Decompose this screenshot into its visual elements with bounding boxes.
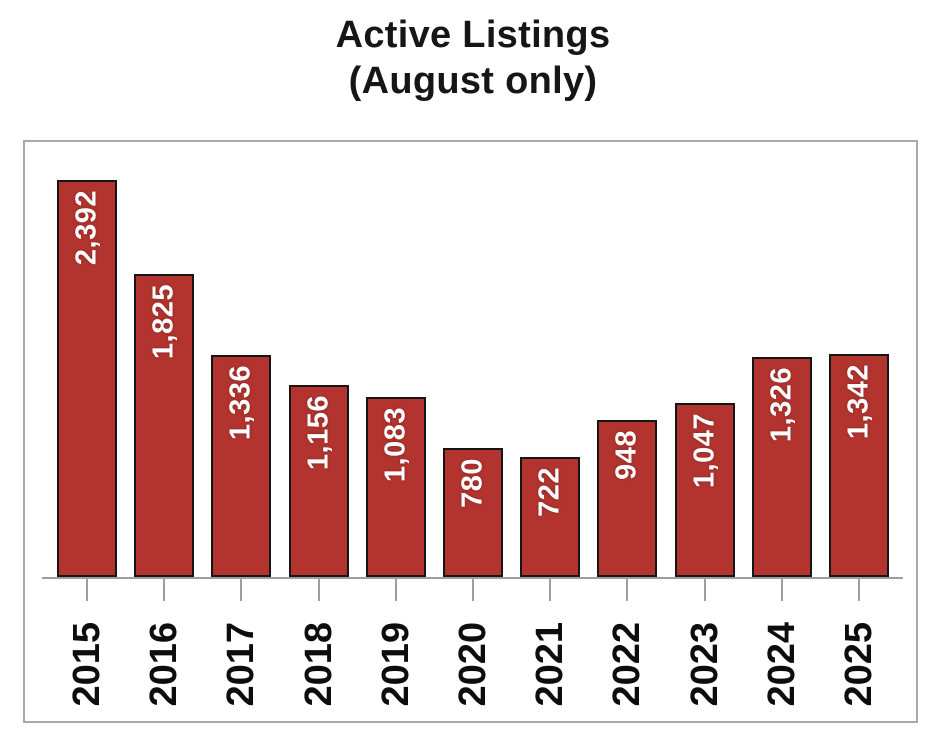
bar-value-label: 1,326	[765, 367, 798, 443]
x-axis-tick	[549, 577, 552, 601]
chart-title: Active Listings	[335, 14, 611, 56]
bar: 1,047	[674, 403, 735, 577]
x-axis-tick	[626, 577, 629, 601]
x-axis-tick	[703, 577, 706, 601]
x-axis-label: 2020	[452, 622, 494, 707]
x-axis-tick	[317, 577, 320, 601]
x-axis-tick	[858, 577, 860, 601]
bar-value-label: 1,825	[147, 284, 180, 360]
x-axis-label: 2017	[220, 622, 263, 707]
x-axis-label: 2022	[606, 622, 649, 707]
bar: 1,825	[134, 274, 195, 577]
bar: 948	[597, 420, 658, 577]
x-axis-label: 2018	[297, 622, 340, 707]
bar-value-label: 1,047	[688, 413, 721, 489]
x-axis-label: 2023	[683, 622, 726, 707]
bar-value-label: 948	[610, 430, 643, 480]
x-axis-label: 2021	[529, 622, 572, 707]
bar: 1,336	[211, 355, 272, 577]
bar-value-label: 780	[456, 458, 489, 508]
bar: 780	[443, 448, 503, 577]
bar: 1,342	[829, 354, 889, 577]
bar: 1,326	[751, 357, 812, 577]
bar-value-label: 1,342	[842, 364, 875, 440]
x-axis-tick	[240, 577, 243, 601]
bar: 2,392	[57, 180, 117, 577]
x-axis-tick	[86, 577, 88, 601]
x-axis-label: 2025	[838, 622, 880, 707]
chart-frame: 2,392 2015 1,825 2016 1,336 2017 1,156 2018 1,08…	[23, 140, 918, 723]
x-axis-tick	[472, 577, 474, 601]
x-axis-tick	[163, 577, 166, 601]
bar-value-label: 1,083	[379, 407, 412, 483]
bar-value-label: 2,392	[70, 190, 103, 266]
bar-value-label: 1,336	[224, 365, 257, 441]
bar: 1,156	[288, 385, 349, 577]
chart-title-block: Active Listings (August only)	[0, 12, 946, 104]
x-axis-label: 2015	[66, 622, 108, 707]
chart-subtitle: (August only)	[348, 60, 598, 102]
x-axis-label: 2024	[760, 622, 803, 707]
bar: 1,083	[365, 397, 426, 577]
x-axis-tick	[780, 577, 783, 601]
x-axis-label: 2016	[143, 622, 186, 707]
bar-value-label: 1,156	[302, 395, 335, 471]
bar: 722	[520, 457, 581, 577]
bar-value-label: 722	[533, 467, 566, 517]
x-axis-tick	[394, 577, 397, 601]
x-axis-label: 2019	[374, 622, 417, 707]
